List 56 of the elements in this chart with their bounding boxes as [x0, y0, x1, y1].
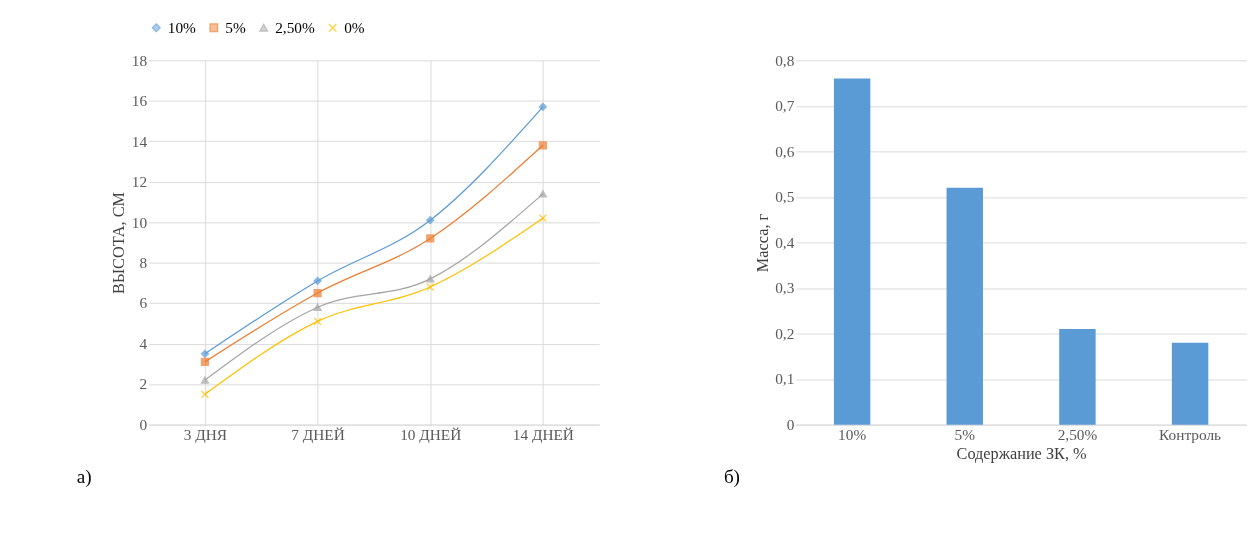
y-tick-label: 14 [131, 132, 148, 150]
point [426, 234, 435, 243]
y-tick-label: 18 [131, 51, 148, 69]
y-tick-label: 16 [131, 92, 148, 110]
y-tick-label: 0 [139, 415, 148, 433]
x-tick-label: 2,50% [1057, 425, 1098, 443]
point [426, 216, 435, 225]
point [313, 303, 322, 311]
x-tick-label: Контроль [1159, 425, 1222, 443]
point [313, 317, 322, 326]
bar [1171, 342, 1209, 425]
legend-label: 0% [344, 18, 365, 36]
x-tick-label: 3 ДНЯ [183, 425, 228, 443]
y-tick-label: 0,1 [775, 370, 795, 388]
x-tick-label: 10 ДНЕЙ [400, 425, 462, 443]
y-tick-label: 2 [139, 375, 148, 393]
x-tick-label: 5% [954, 425, 976, 443]
y-tick-label: 0,6 [775, 142, 795, 160]
y-tick-label: 0,5 [775, 188, 795, 206]
y-tick-label: 0,7 [775, 97, 795, 115]
point [200, 349, 210, 358]
y-tick-label: 4 [139, 334, 148, 352]
point [538, 102, 548, 111]
text: а) [76, 466, 92, 489]
legend-label: 5% [225, 18, 246, 36]
text: б) [723, 466, 741, 489]
point [538, 141, 548, 150]
legend-label: 2,50% [275, 18, 315, 36]
x-tick-label: 10% [838, 425, 867, 443]
point [313, 276, 322, 286]
point [426, 275, 435, 283]
y-tick-label: 6 [139, 294, 148, 312]
y-tick-label: 8 [139, 253, 148, 271]
y-tick-label: 10 [131, 213, 148, 231]
point [538, 190, 548, 198]
y-tick-label: 0,4 [775, 233, 795, 251]
x-tick-label: 7 ДНЕЙ [291, 425, 345, 443]
point [538, 214, 548, 223]
bar [946, 187, 983, 425]
point [200, 357, 210, 366]
point [200, 390, 210, 399]
y-tick-label: 0,2 [775, 324, 795, 342]
bar [833, 78, 871, 425]
x-tick-label: 14 ДНЕЙ [512, 425, 574, 443]
point [426, 282, 435, 292]
y-tick-label: 0 [786, 415, 795, 433]
x-axis-title: Содержание ЗК, % [956, 443, 1087, 463]
y-axis-title: Масса, г [752, 213, 772, 273]
y-tick-label: 12 [131, 173, 148, 191]
point [200, 376, 210, 384]
point [313, 288, 322, 298]
y-tick-label: 0,3 [775, 279, 795, 297]
y-tick-label: 0,8 [775, 51, 795, 69]
legend-label: 10% [167, 18, 197, 36]
bar [1059, 329, 1096, 425]
y-axis-title: ВЫСОТА, СМ [109, 191, 129, 294]
